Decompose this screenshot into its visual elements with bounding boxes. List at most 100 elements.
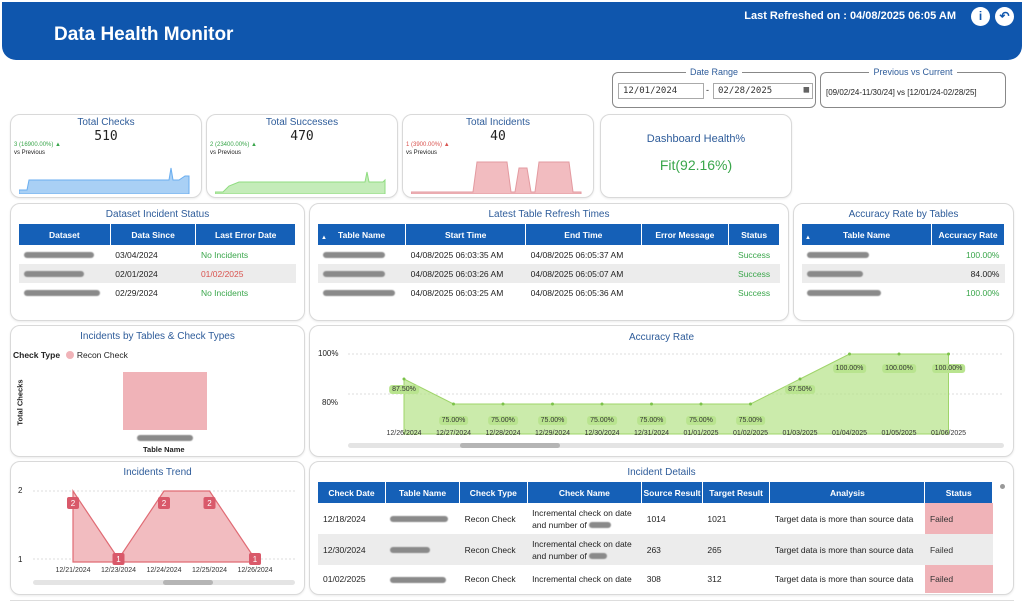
x-tick-label: 01/04/2025 [831, 430, 868, 437]
redacted-text [323, 290, 395, 297]
table-cell: Target data is more than source data [774, 513, 914, 524]
x-tick-label: 01/05/2025 [881, 430, 917, 437]
table-cell: 02/01/2024 [110, 264, 196, 283]
data-point[interactable] [749, 402, 752, 406]
up-triangle-icon: ▲ [55, 142, 61, 148]
table-cell: 1014 [646, 513, 666, 524]
bar-recon-check[interactable] [123, 372, 207, 430]
table-row[interactable]: 12/30/2024 Recon Check Incremental check… [318, 534, 993, 565]
column-header[interactable]: Target Result [702, 482, 771, 503]
kpi-title: Total Incidents [466, 117, 530, 128]
x-tick-label: 01/03/2025 [782, 430, 818, 437]
table-cell: 84.00% [931, 264, 1005, 283]
calendar-icon[interactable]: ▦ [803, 85, 809, 95]
legend-item[interactable]: Recon Check [76, 350, 128, 360]
table-row[interactable]: 03/04/2024 No Incidents [19, 245, 296, 264]
column-header[interactable]: Accuracy Rate [931, 224, 1005, 245]
incidents-trend-card: Incidents Trend 2 1 2 1 2 2 1 12/21/2024 12/2… [10, 461, 305, 595]
table-row[interactable]: 02/01/2024 01/02/2025 [19, 264, 296, 283]
column-header[interactable]: ▲ Table Name [318, 224, 407, 245]
table-cell: 12/30/2024 [318, 534, 386, 565]
info-icon[interactable]: i [971, 7, 990, 26]
redacted-text [24, 271, 84, 278]
checks-sparkline [19, 167, 190, 194]
data-point[interactable] [452, 402, 455, 406]
compare-value[interactable]: [09/02/24-11/30/24] vs [12/01/24-02/28/2… [826, 88, 977, 97]
data-point[interactable] [402, 377, 406, 381]
column-header[interactable]: ▲ Table Name [802, 224, 933, 245]
accuracy-by-tables-table: ▲ Table Name Accuracy Rate 100.00% 84.00… [802, 224, 1005, 302]
column-header[interactable]: End Time [525, 224, 642, 245]
column-header[interactable]: Analysis [769, 482, 926, 503]
table-row[interactable]: 100.00% [802, 283, 1005, 302]
table-cell: Target data is more than source data [769, 534, 925, 565]
column-header[interactable]: Check Name [527, 482, 643, 503]
redacted-text [589, 553, 608, 560]
y-tick-label: 100% [318, 349, 339, 358]
column-header[interactable]: Last Error Date [195, 224, 296, 245]
column-header[interactable]: Source Result [641, 482, 703, 503]
column-header-label: Table Name [338, 229, 386, 240]
table-cell [641, 264, 729, 283]
table-row[interactable]: 12/18/2024 Recon Check Incremental check… [318, 503, 993, 534]
table-row[interactable]: 84.00% [802, 264, 1005, 283]
status-cell: Failed [924, 503, 993, 534]
data-point[interactable] [848, 352, 851, 356]
accuracy-rate-card: Accuracy Rate 100% 80% 87.50% 12/26/2024 7… [309, 325, 1014, 457]
data-point[interactable] [798, 377, 802, 381]
data-label: 75.00% [636, 416, 667, 425]
data-point[interactable] [501, 402, 505, 406]
kpi-total-checks: Total Checks 510 3 (16900.00%) ▲ vs Prev… [10, 114, 202, 198]
column-header[interactable]: Check Date [318, 482, 386, 503]
column-header[interactable]: Table Name [385, 482, 461, 503]
sort-asc-icon[interactable]: ▲ [805, 235, 811, 241]
column-header[interactable]: Start Time [405, 224, 527, 245]
end-date-input[interactable]: 02/28/2025 ▦ [713, 83, 813, 99]
column-header[interactable]: Dataset [19, 224, 111, 245]
data-label: 75.00% [735, 416, 766, 425]
column-header[interactable]: Status [924, 482, 993, 503]
compare-period-filter: Previous vs Current [09/02/24-11/30/24] … [820, 67, 1006, 108]
horizontal-scrollbar[interactable] [33, 580, 295, 585]
start-date-input[interactable]: 12/01/2024 [618, 83, 704, 99]
table-cell: Recon Check [459, 534, 528, 565]
table-cell: 03/04/2024 [115, 249, 158, 260]
table-row[interactable]: 02/29/2024 No Incidents [19, 283, 296, 302]
x-tick-label: 12/23/2024 [100, 567, 137, 574]
data-point[interactable] [699, 402, 703, 406]
scrollbar-thumb[interactable] [460, 443, 560, 448]
column-header[interactable]: Error Message [641, 224, 730, 245]
table-row[interactable]: 04/08/2025 06:03:26 AM 04/08/2025 06:05:… [318, 264, 780, 283]
scrollbar-thumb[interactable] [163, 580, 213, 585]
sort-asc-icon[interactable]: ▲ [321, 235, 327, 241]
legend-title: Check Type [13, 350, 61, 360]
table-row[interactable]: 04/08/2025 06:03:35 AM 04/08/2025 06:05:… [318, 245, 780, 264]
table-row[interactable]: 100.00% [802, 245, 1005, 264]
data-label: 75.00% [537, 416, 568, 425]
incidents-sparkline [411, 161, 582, 194]
table-cell: 04/08/2025 06:05:07 AM [525, 264, 642, 283]
redacted-text [807, 252, 869, 259]
x-axis-label: Table Name [143, 445, 185, 454]
table-cell: Recon Check [464, 574, 516, 584]
data-point[interactable] [650, 402, 653, 406]
data-point[interactable] [551, 402, 554, 406]
data-label: 100.00% [832, 364, 867, 373]
back-arrow-icon[interactable]: ↶ [995, 7, 1014, 26]
horizontal-scrollbar[interactable] [348, 443, 1004, 448]
date-range-filter: Date Range 12/01/2024 - 02/28/2025 ▦ [612, 67, 816, 108]
vertical-scrollbar[interactable] [1000, 484, 1005, 489]
data-label: 100.00% [931, 364, 966, 373]
data-point[interactable] [897, 352, 901, 356]
data-point[interactable] [600, 402, 604, 406]
data-label-box [249, 553, 261, 565]
table-row[interactable]: 01/02/2025 Recon Check Incremental check… [318, 565, 993, 593]
table-row[interactable]: 04/08/2025 06:03:25 AM 04/08/2025 06:05:… [318, 283, 780, 302]
column-header[interactable]: Data Since [110, 224, 197, 245]
chart-legend: Check Type Recon Check [13, 350, 128, 360]
column-header[interactable]: Check Type [459, 482, 528, 503]
data-point[interactable] [947, 352, 950, 356]
data-label: 2 [162, 499, 167, 508]
column-header[interactable]: Status [728, 224, 780, 245]
check-name-line: Incremental check on date [532, 538, 632, 549]
